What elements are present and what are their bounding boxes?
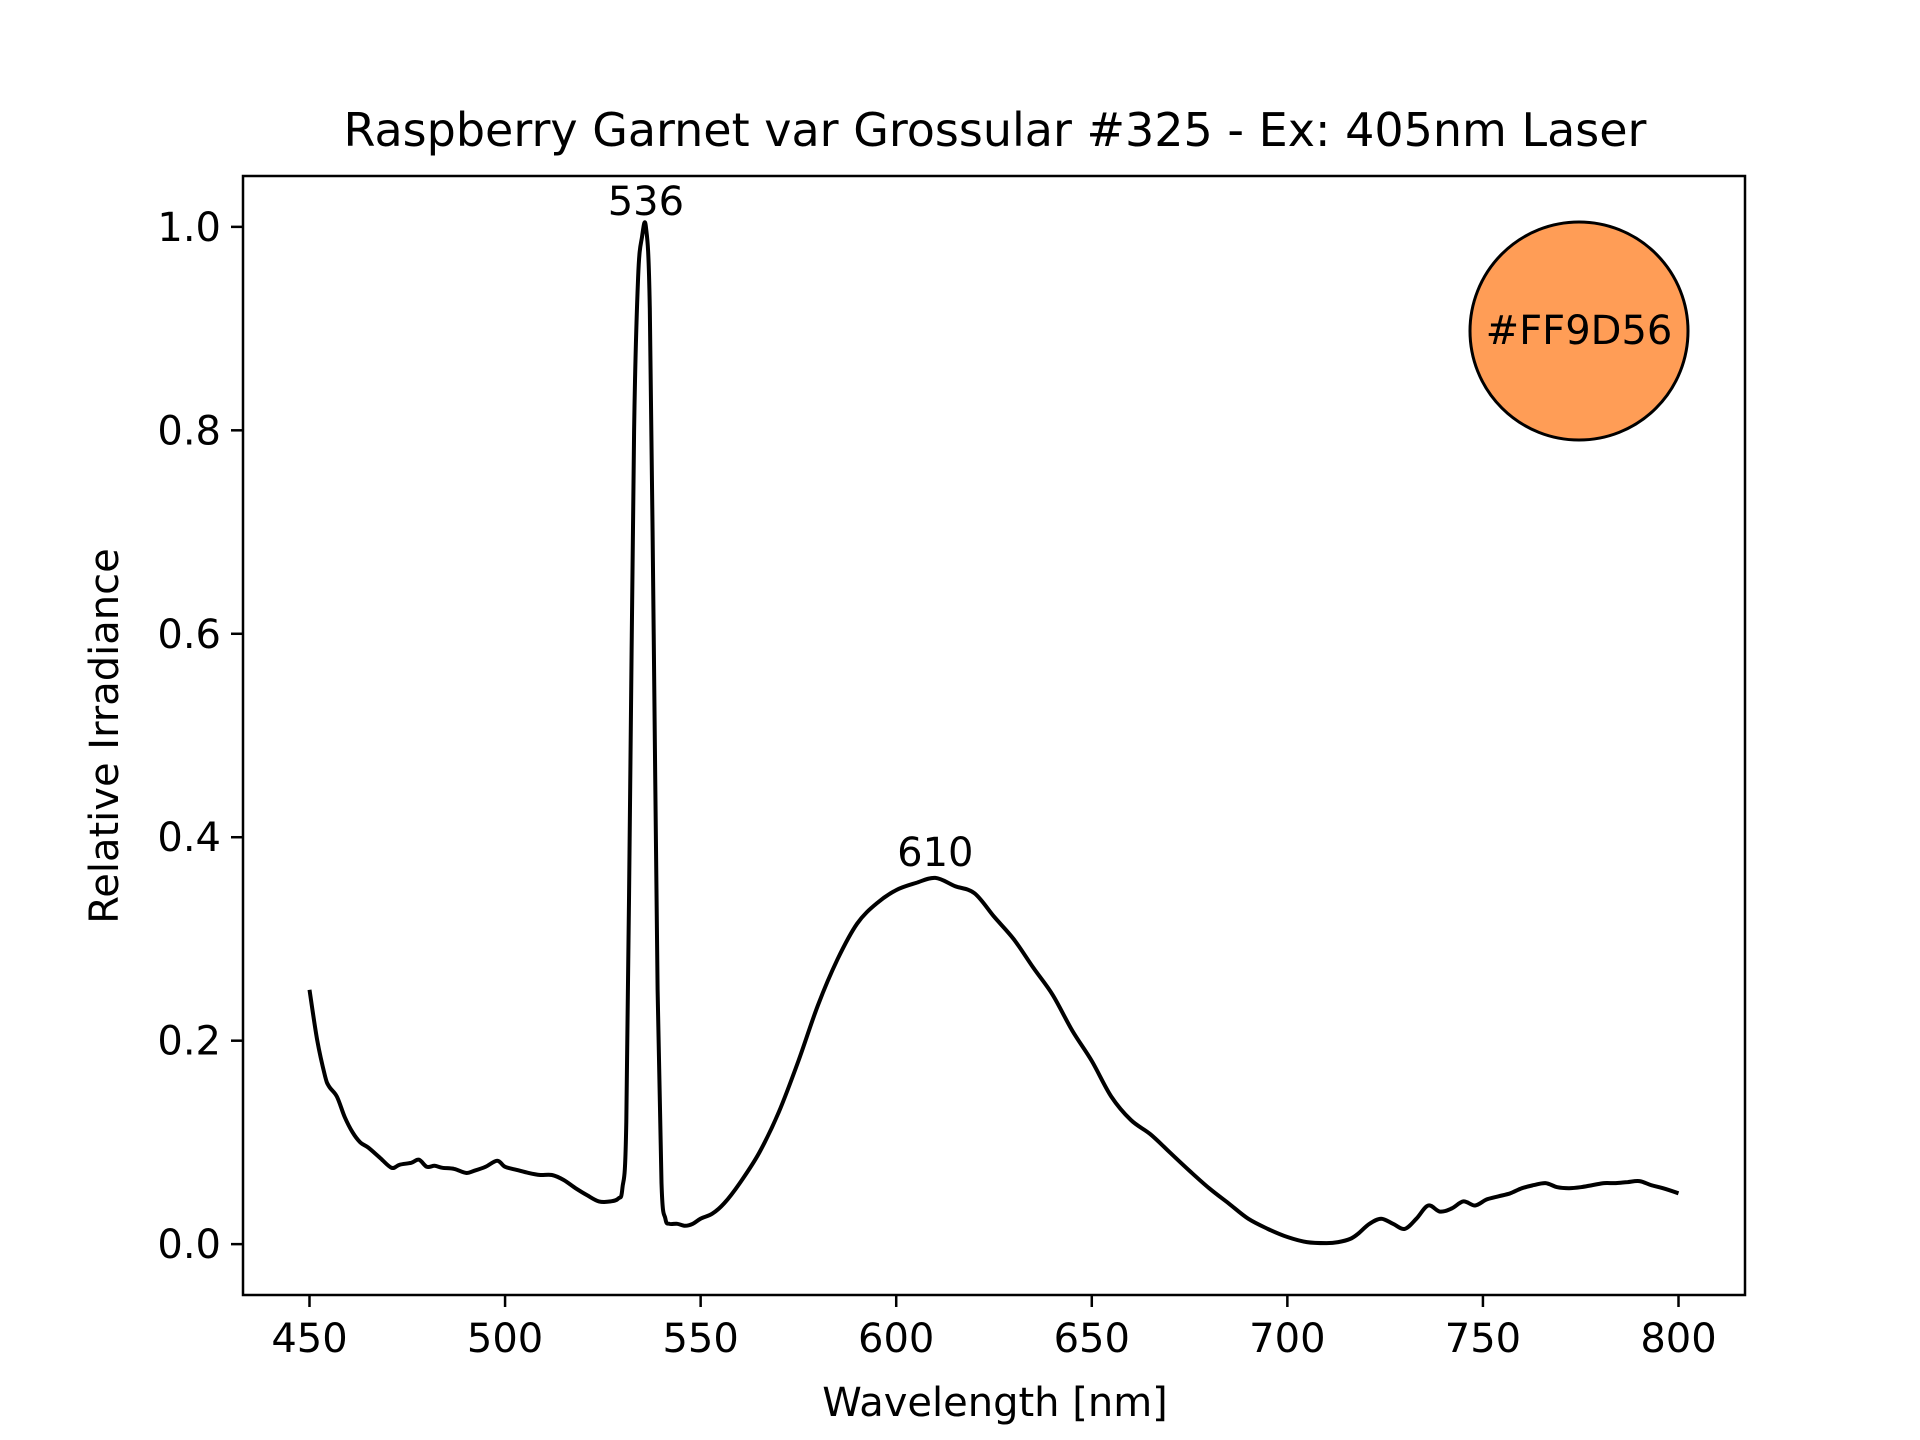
peak-label: 610 xyxy=(897,830,973,876)
x-tick-label: 450 xyxy=(271,1316,347,1362)
color-swatch: #FF9D56 xyxy=(1468,220,1690,442)
x-axis-label: Wavelength [nm] xyxy=(822,1380,1168,1426)
x-axis: 450 500 550 600 650 700 750 800 xyxy=(271,1295,1717,1362)
plot-area xyxy=(241,174,1747,1297)
y-tick-label: 1.0 xyxy=(157,205,221,251)
series-layer xyxy=(307,220,1680,1246)
peak-label: 536 xyxy=(608,179,684,225)
color-swatch-circle xyxy=(1468,220,1690,442)
y-axis: 0.0 0.2 0.4 0.6 0.8 1.0 xyxy=(157,205,243,1268)
y-tick-label: 0.2 xyxy=(157,1019,221,1065)
annotation-layer: 536 610 xyxy=(608,179,974,876)
y-tick-label: 0.4 xyxy=(157,815,221,861)
x-tick-label: 750 xyxy=(1445,1316,1521,1362)
x-tick-label: 650 xyxy=(1054,1316,1130,1362)
plot-frame xyxy=(241,174,1747,1297)
x-tick-label: 600 xyxy=(858,1316,934,1362)
y-axis-label: Relative Irradiance xyxy=(82,548,128,924)
x-tick-label: 500 xyxy=(467,1316,543,1362)
color-swatch-label: #FF9D56 xyxy=(1486,308,1673,354)
x-tick-label: 550 xyxy=(662,1316,738,1362)
chart-title: Raspberry Garnet var Grossular #325 - Ex… xyxy=(344,103,1647,157)
y-tick-label: 0.6 xyxy=(157,612,221,658)
x-tick-label: 700 xyxy=(1249,1316,1325,1362)
spectrum-line xyxy=(307,220,1680,1246)
x-tick-label: 800 xyxy=(1640,1316,1716,1362)
y-tick-label: 0.8 xyxy=(157,408,221,454)
y-tick-label: 0.0 xyxy=(157,1222,221,1268)
